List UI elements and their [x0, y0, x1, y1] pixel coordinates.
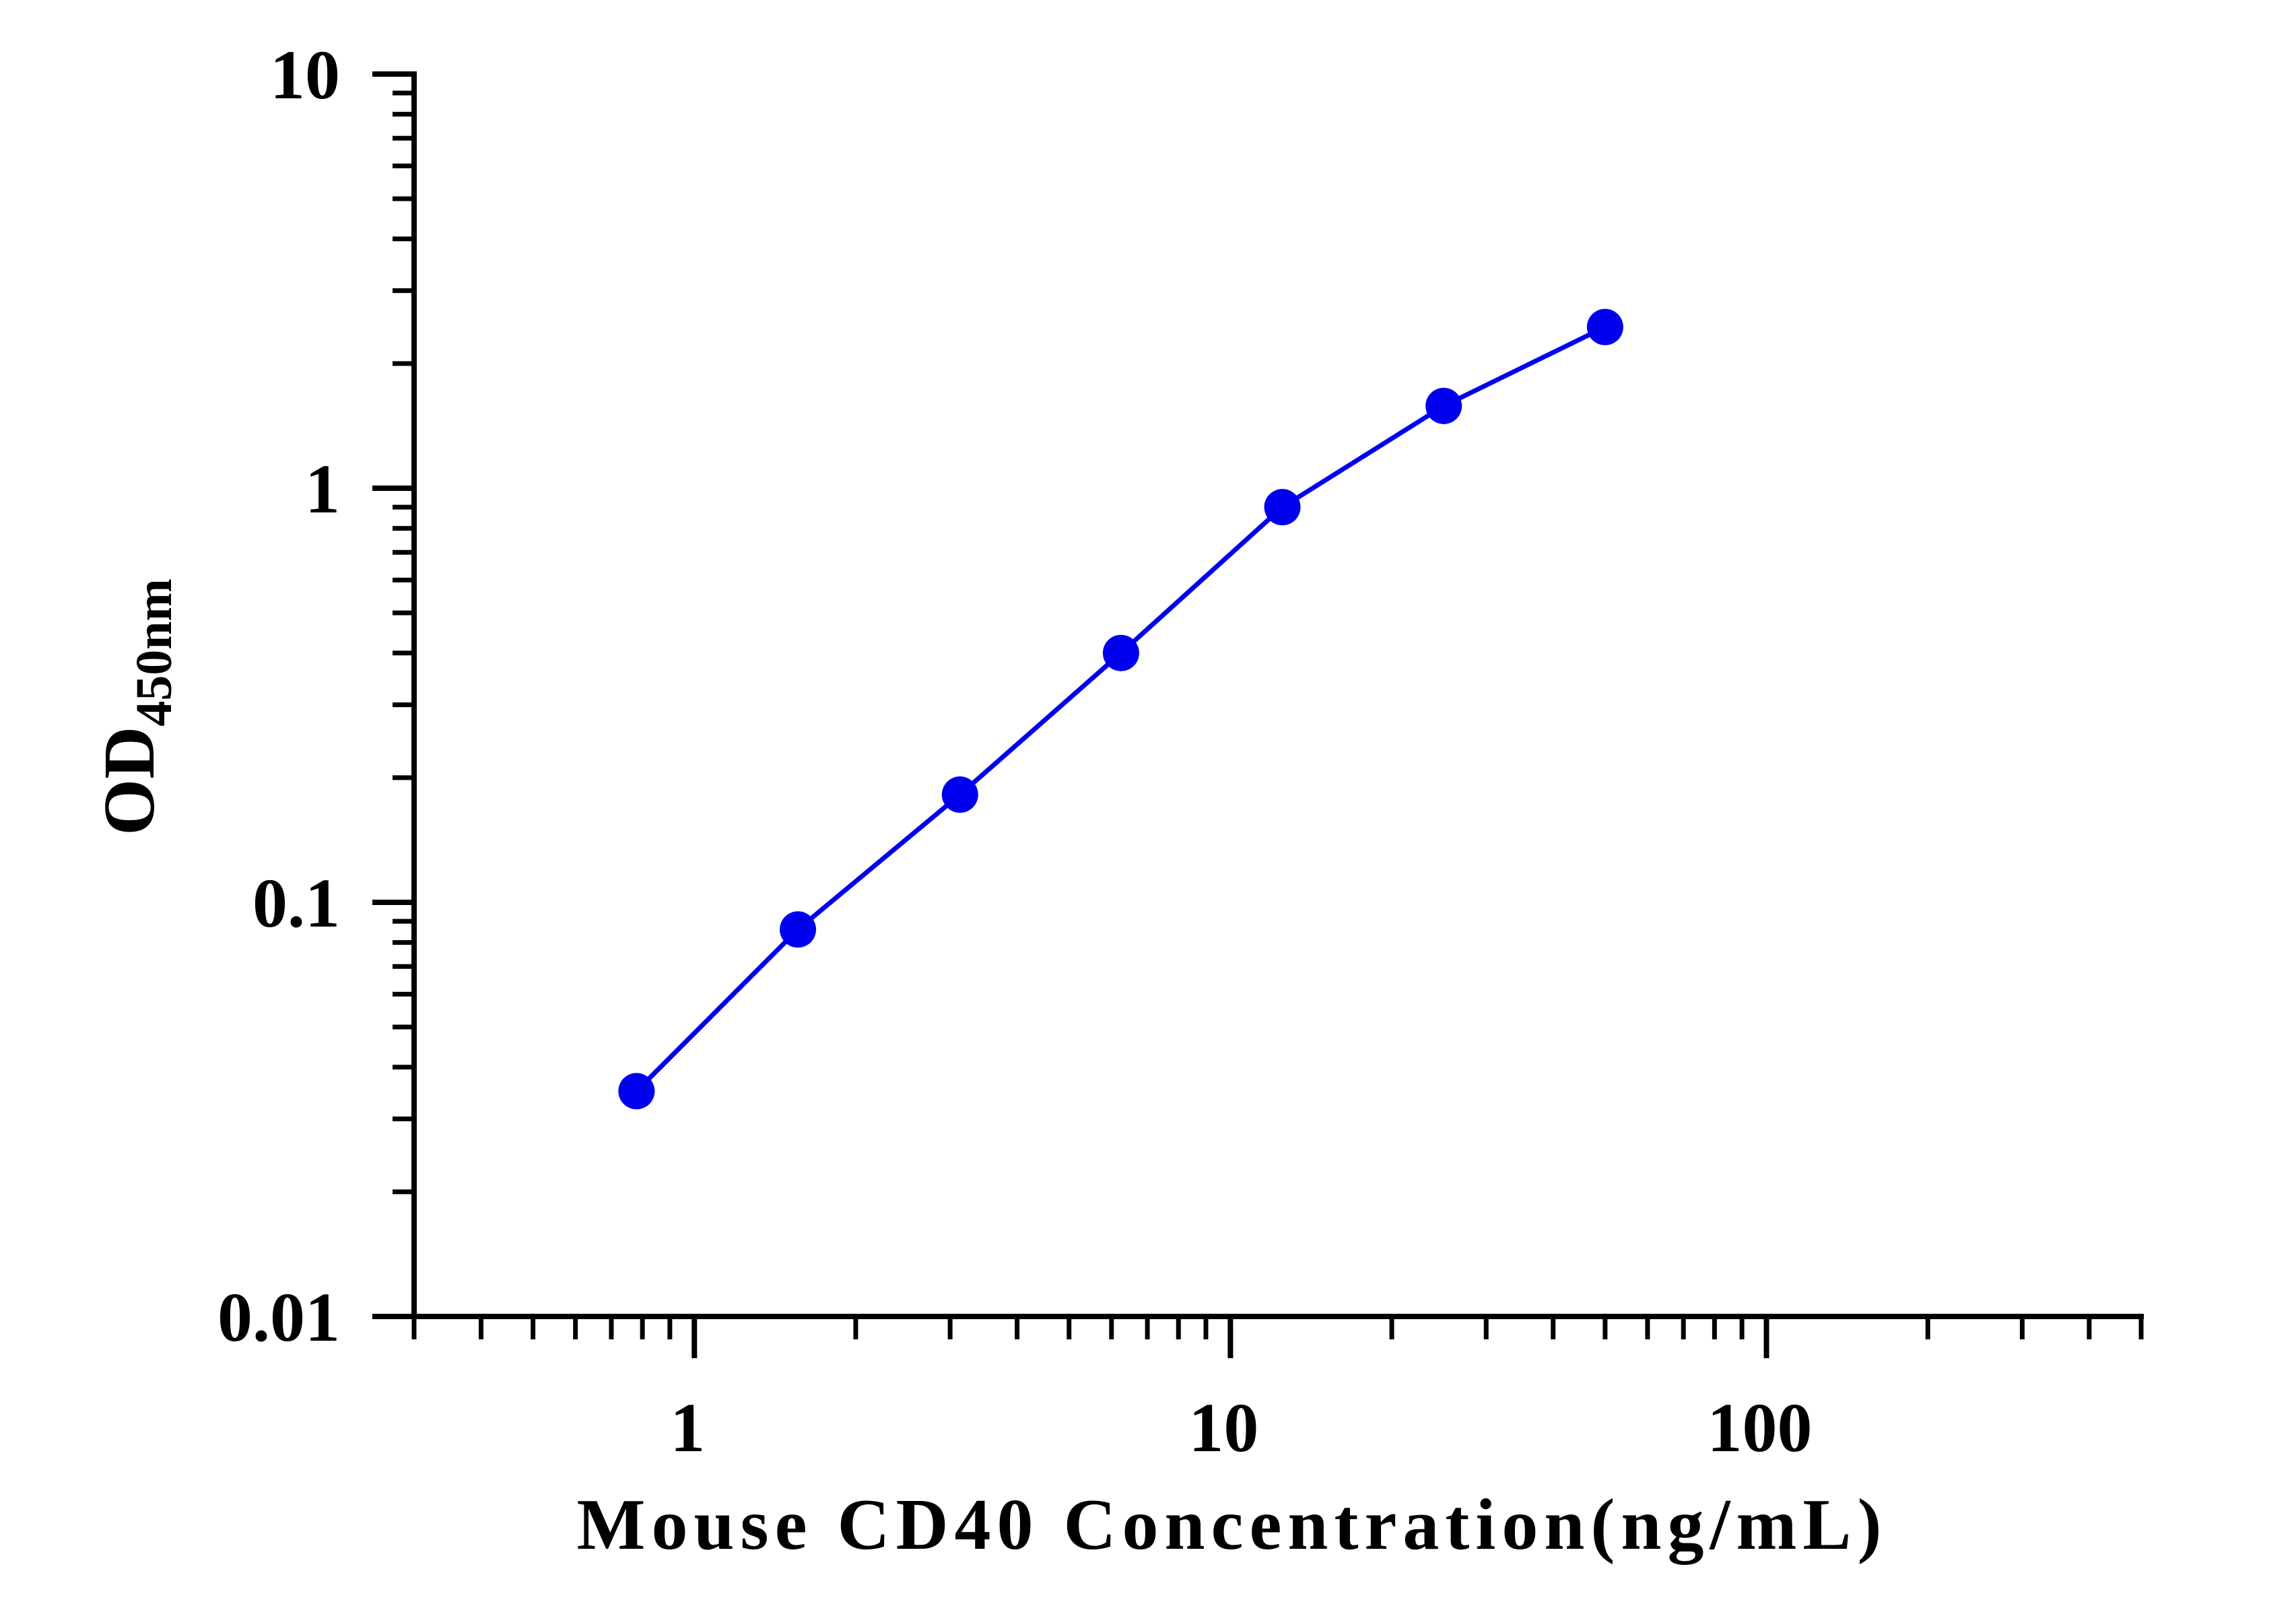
y-axis-title-subscript: 450nm: [126, 578, 182, 727]
data-point: [618, 1073, 655, 1110]
x-axis-major-ticks: [691, 1316, 1769, 1358]
series-layer: [618, 308, 1623, 1110]
x-axis-minor-ticks: [411, 1316, 2144, 1339]
series-line: [634, 325, 1607, 1093]
y-axis-title-main: OD: [90, 727, 170, 836]
data-point: [1586, 308, 1623, 345]
y-tick-label: 0.01: [217, 1279, 340, 1356]
y-axis-title: OD450nm: [90, 578, 182, 836]
y-tick-label: 10: [270, 36, 340, 114]
x-tick-label: 1: [670, 1389, 705, 1467]
x-tick-label: 100: [1708, 1389, 1813, 1467]
y-tick-label: 1: [305, 450, 340, 528]
data-point: [1264, 489, 1301, 526]
data-point: [1102, 634, 1139, 671]
data-point: [941, 776, 978, 813]
x-tick-label: 10: [1188, 1389, 1258, 1467]
data-point: [780, 911, 817, 948]
y-tick-label: 0.1: [252, 865, 340, 942]
y-axis-major-ticks: [372, 71, 414, 1319]
series-0: [618, 308, 1623, 1110]
x-axis-tick-labels: 1 10 100: [670, 1389, 1812, 1467]
data-point: [1425, 387, 1462, 424]
x-axis-title: Mouse CD40 Concentration(ng/mL): [577, 1485, 1888, 1565]
y-axis-minor-ticks: [393, 90, 414, 1195]
y-axis-tick-labels: 0.01 0.1 1 10: [217, 36, 340, 1356]
